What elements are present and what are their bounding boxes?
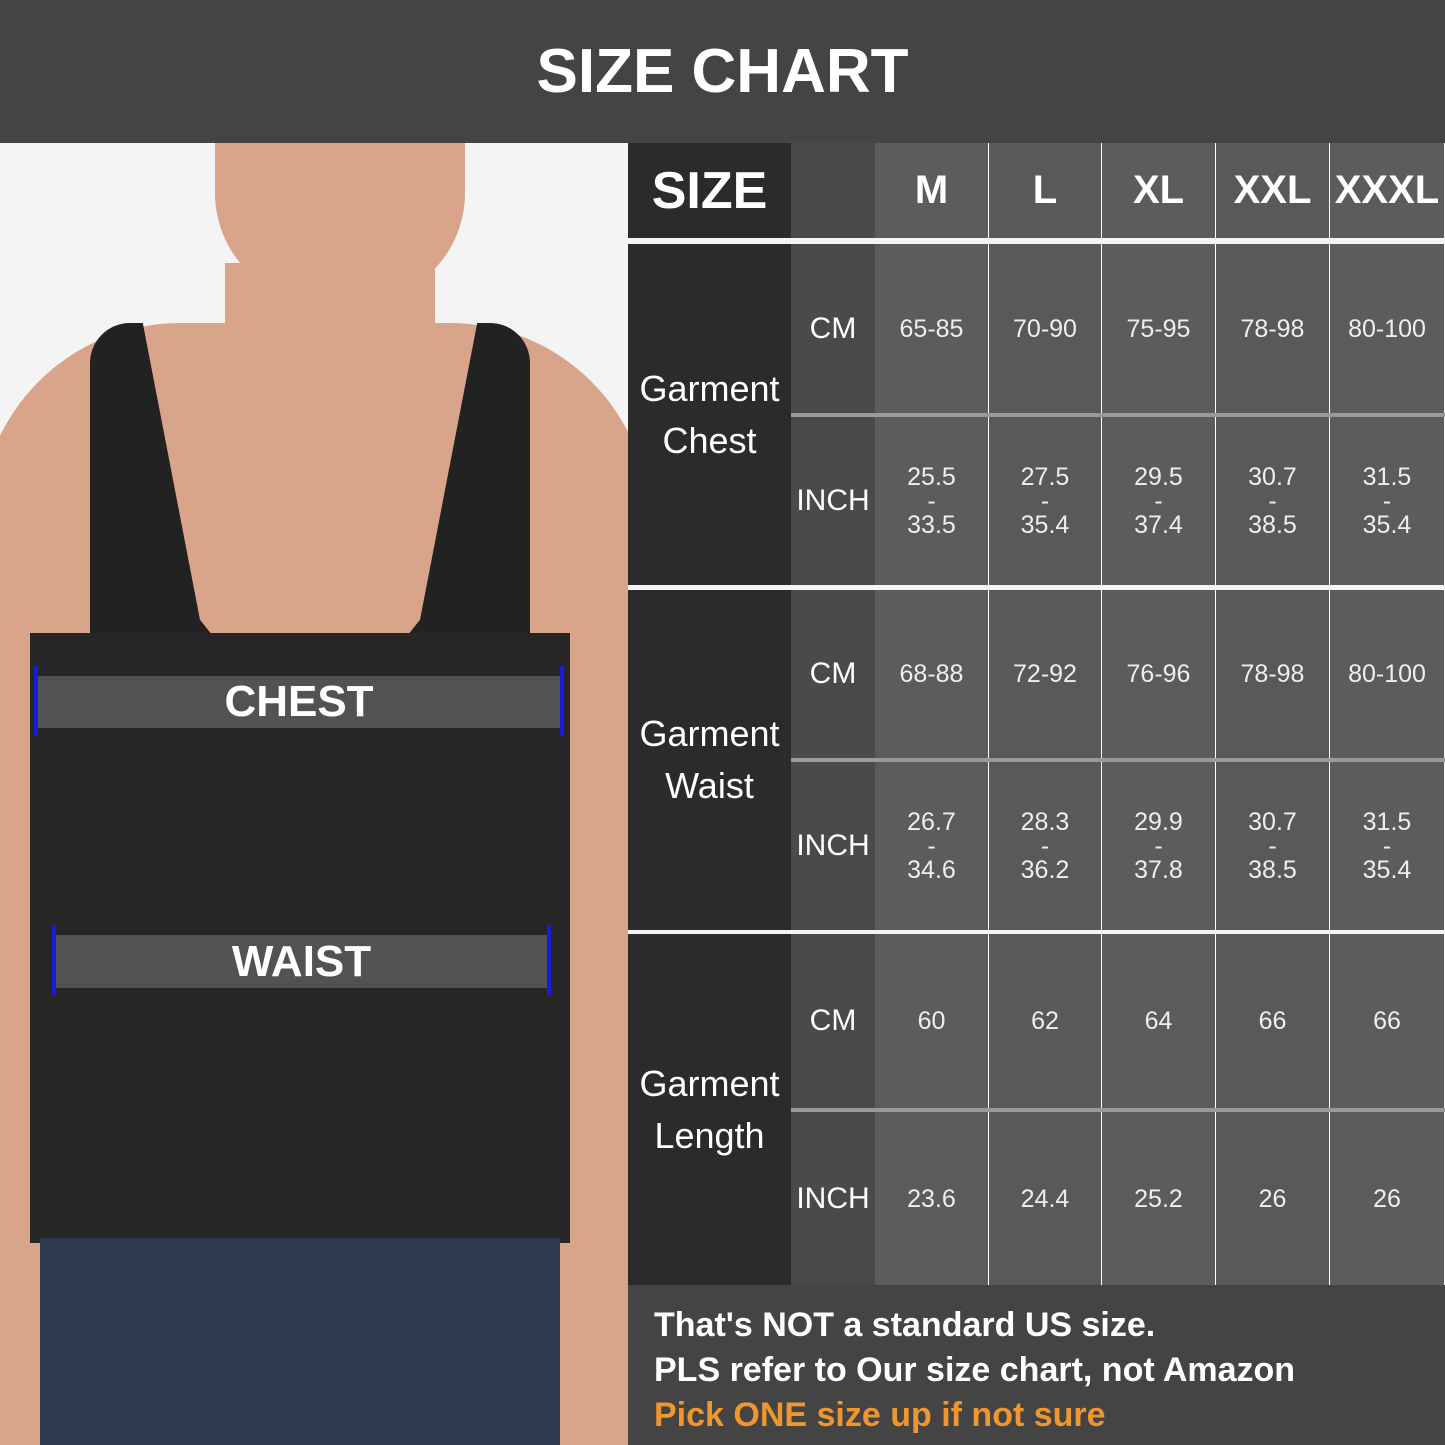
- size-value-cell: 72-92: [989, 590, 1101, 758]
- section-label: Garment Chest: [628, 244, 791, 585]
- unit-label: INCH: [791, 1112, 875, 1285]
- size-value-cell: 26.7-34.6: [875, 762, 988, 930]
- unit-label: CM: [791, 590, 875, 758]
- size-value-cell: 26: [1216, 1112, 1329, 1285]
- size-value-cell: 60: [875, 934, 988, 1108]
- size-xxl: XXL: [1216, 143, 1329, 238]
- size-value-cell: 78-98: [1216, 244, 1329, 413]
- unit-label: INCH: [791, 762, 875, 930]
- size-value-cell: 29.5-37.4: [1102, 417, 1215, 585]
- section-divider: [628, 930, 1445, 934]
- size-note: That's NOT a standard US size. PLS refer…: [628, 1285, 1445, 1445]
- section-divider: [628, 585, 1445, 590]
- row-divider: [791, 1108, 1445, 1112]
- note-line-3: Pick ONE size up if not sure: [654, 1396, 1106, 1434]
- section-label: Garment Length: [628, 934, 791, 1285]
- section-label: Garment Waist: [628, 590, 791, 930]
- size-value-cell: 27.5-35.4: [989, 417, 1101, 585]
- row-divider: [791, 413, 1445, 417]
- size-value-cell: 80-100: [1330, 244, 1444, 413]
- unit-label: INCH: [791, 417, 875, 585]
- size-value-cell: 75-95: [1102, 244, 1215, 413]
- page-title: SIZE CHART: [0, 0, 1445, 143]
- size-value-cell: 66: [1330, 934, 1444, 1108]
- size-value-cell: 68-88: [875, 590, 988, 758]
- unit-label: CM: [791, 934, 875, 1108]
- size-value-cell: 25.2: [1102, 1112, 1215, 1285]
- size-l: L: [989, 143, 1101, 238]
- size-value-cell: 76-96: [1102, 590, 1215, 758]
- unit-label: CM: [791, 244, 875, 413]
- row-divider: [791, 758, 1445, 762]
- note-line-2: PLS refer to Our size chart, not Amazon: [654, 1351, 1296, 1389]
- size-value-cell: 23.6: [875, 1112, 988, 1285]
- size-value-cell: 78-98: [1216, 590, 1329, 758]
- size-value-cell: 30.7-38.5: [1216, 417, 1329, 585]
- note-line-1: That's NOT a standard US size.: [654, 1306, 1156, 1344]
- section-divider: [628, 238, 1445, 244]
- size-value-cell: 30.7-38.5: [1216, 762, 1329, 930]
- size-value-cell: 64: [1102, 934, 1215, 1108]
- size-value-cell: 62: [989, 934, 1101, 1108]
- size-xl: XL: [1102, 143, 1215, 238]
- size-value-cell: 25.5-33.5: [875, 417, 988, 585]
- model-photo: [0, 143, 628, 1445]
- size-value-cell: 28.3-36.2: [989, 762, 1101, 930]
- size-value-cell: 66: [1216, 934, 1329, 1108]
- size-value-cell: 70-90: [989, 244, 1101, 413]
- size-value-cell: 26: [1330, 1112, 1444, 1285]
- size-value-cell: 29.9-37.8: [1102, 762, 1215, 930]
- size-xxxl: XXXL: [1330, 143, 1444, 238]
- chest-measure-band: CHEST: [38, 676, 560, 728]
- size-value-cell: 80-100: [1330, 590, 1444, 758]
- size-value-cell: 24.4: [989, 1112, 1101, 1285]
- waist-measure-band: WAIST: [56, 935, 547, 988]
- unit-header-blank: [791, 143, 875, 238]
- size-value-cell: 31.5-35.4: [1330, 417, 1444, 585]
- size-m: M: [875, 143, 988, 238]
- size-header: SIZE: [628, 143, 791, 238]
- size-value-cell: 31.5-35.4: [1330, 762, 1444, 930]
- size-value-cell: 65-85: [875, 244, 988, 413]
